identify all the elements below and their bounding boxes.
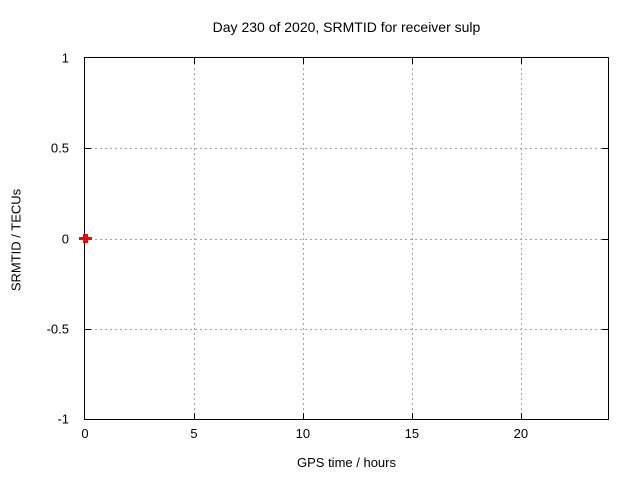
y-gridline [85,148,608,150]
y-tick-label: 0 [61,231,69,246]
y-tick-label: 0.5 [50,140,69,156]
x-axis-label: GPS time / hours [297,455,396,470]
chart-title: Day 230 of 2020, SRMTID for receiver sul… [212,19,481,35]
y-tick-mark [85,148,91,150]
y-tick-label: -0.5 [46,321,69,337]
x-tick-label: 15 [404,426,420,441]
data-point-marker [78,237,92,240]
x-tick-mark [411,413,413,419]
y-gridline [85,328,608,330]
x-tick-mark [411,58,413,64]
x-tick-label: 20 [513,426,529,441]
y-tick-mark [602,238,608,240]
x-tick-mark [302,58,304,64]
y-tick-label: 1 [61,50,69,66]
x-tick-mark [193,413,195,419]
x-tick-mark [520,413,522,419]
y-tick-mark [602,328,608,330]
plot-area [78,57,609,420]
x-tick-mark [302,413,304,419]
x-tick-label: 10 [295,426,311,441]
y-tick-mark [602,148,608,150]
x-tick-label: 0 [81,426,89,441]
x-tick-mark [193,58,195,64]
x-tick-mark [520,58,522,64]
y-tick-mark [85,328,91,330]
y-gridline [85,238,608,240]
y-tick-label: -1 [57,411,69,427]
x-tick-label: 5 [190,426,198,441]
